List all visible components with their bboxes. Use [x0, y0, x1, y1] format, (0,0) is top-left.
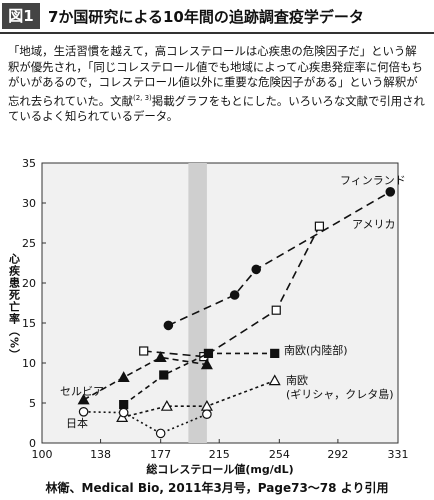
- highlight-band: [188, 163, 207, 443]
- point: [139, 346, 149, 356]
- point: [77, 393, 90, 405]
- intro-text: 「地域，生活習慣を越えて，高コレステロールは心疾患の危険因子だ」という解釈が優先…: [8, 44, 428, 124]
- point: [117, 371, 130, 382]
- x-tick-label: 331: [388, 448, 409, 461]
- series-label-line: (ギリシャ，クレタ島): [286, 387, 394, 401]
- point: [251, 264, 262, 275]
- point: [229, 290, 240, 300]
- x-tick-label: 177: [150, 448, 171, 461]
- y-axis-label: 心疾患死亡率（%）: [8, 253, 22, 361]
- point: [202, 409, 212, 419]
- series-label: 日本: [66, 416, 88, 430]
- series-label: 南欧(内陸部): [284, 343, 348, 357]
- point: [268, 374, 281, 386]
- point: [78, 406, 89, 417]
- x-tick-label: 292: [327, 448, 348, 461]
- y-tick-label: 35: [22, 157, 36, 170]
- point: [154, 351, 167, 362]
- point: [385, 187, 396, 197]
- plot-area: [41, 162, 399, 444]
- point: [200, 358, 213, 370]
- x-tick-label: 138: [90, 448, 111, 461]
- x-tick-label: 100: [32, 448, 53, 461]
- y-tick-label: 10: [22, 357, 36, 370]
- point: [155, 428, 166, 439]
- x-tick-label: 215: [209, 448, 230, 461]
- series-label: セルビア: [60, 385, 104, 398]
- point: [270, 348, 280, 358]
- point: [203, 348, 214, 358]
- series-label: 南欧(ギリシャ，クレタ島): [286, 374, 394, 401]
- figure-badge: 図1: [2, 3, 40, 29]
- x-tick-label: 254: [269, 448, 290, 461]
- intro-text-before: 「地域，生活習慣を越えて，高コレステロールは心疾患の危険因子だ」という解釈が優先…: [8, 44, 423, 108]
- y-tick-label: 0: [29, 437, 36, 450]
- y-tick-label: 5: [29, 397, 36, 410]
- point: [118, 407, 129, 418]
- point: [160, 399, 173, 411]
- point: [119, 400, 129, 410]
- point: [314, 221, 325, 231]
- figure-title: 7か国研究による10年間の追跡調査疫学データ: [48, 8, 364, 26]
- series-label: アメリカ: [352, 218, 395, 231]
- series-label: フィンランド: [340, 174, 406, 187]
- series-line: [83, 356, 208, 401]
- series-line: [121, 379, 275, 419]
- series-line: [143, 225, 321, 358]
- series-line: [83, 411, 208, 435]
- intro-text-after: 掲載グラフをもとにした。いろいろな文献で引用されているよく知られているデータ。: [8, 93, 425, 123]
- series-line: [123, 352, 275, 406]
- citation: (2, 3): [132, 93, 152, 102]
- y-tick-label: 25: [22, 237, 36, 250]
- series-label-line: 南欧: [286, 374, 308, 387]
- y-tick-label: 30: [22, 197, 36, 210]
- header: 図1 7か国研究による10年間の追跡調査疫学データ: [0, 0, 434, 34]
- point: [163, 320, 174, 331]
- x-axis-label: 総コレステロール値(mg/dL): [146, 462, 293, 476]
- y-tick-label: 15: [22, 317, 36, 330]
- point: [159, 370, 169, 380]
- source: 林衛、Medical Bio, 2011年3月号，Page73〜78 より引用: [46, 480, 389, 495]
- point: [271, 305, 281, 315]
- y-tick-label: 20: [22, 277, 36, 290]
